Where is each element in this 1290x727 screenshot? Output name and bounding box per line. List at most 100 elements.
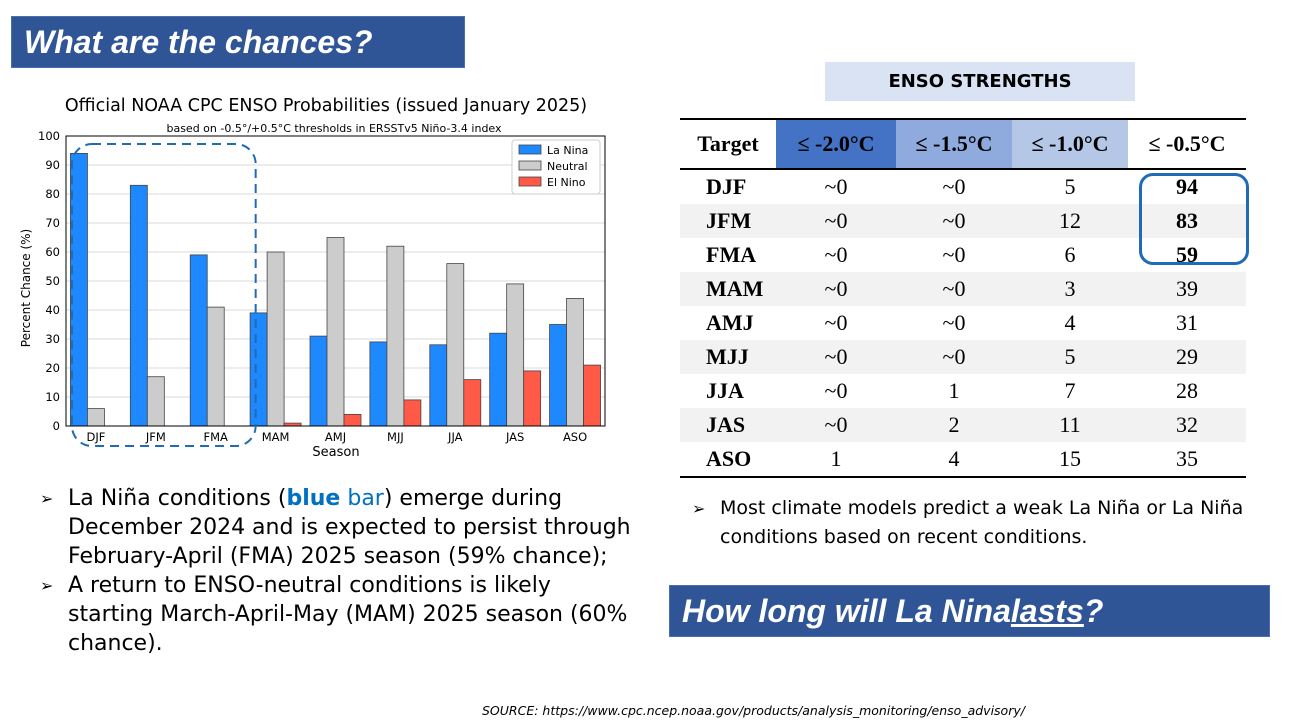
bar-la-nina-mjj	[369, 341, 388, 427]
x-tick-label: JAS	[505, 430, 524, 444]
value-cell: ~0	[824, 310, 848, 335]
table-body: DJF ~0 ~0 5 94 JFM ~0 ~0 12 83 FMA ~0 ~0 6 59 MAM ~0 ~0 3 3…	[680, 169, 1246, 478]
plot-frame	[65, 135, 606, 427]
bar-la-nina-mam	[249, 312, 268, 427]
bar-neutral-amj	[326, 237, 345, 427]
value-cell: ~0	[824, 242, 848, 267]
bar-neutral-aso	[566, 297, 584, 427]
arrowhead-bullet-icon: ➢	[692, 499, 706, 518]
table-row: MJJ ~0 ~0 5 29	[680, 340, 1246, 374]
legend-swatch	[518, 144, 542, 155]
value-cell: ~0	[942, 242, 966, 267]
value-cell: ~0	[776, 340, 896, 374]
value-cell: 1	[948, 378, 960, 403]
bar-el-nino-jja	[463, 379, 482, 427]
value-cell: 5	[1012, 340, 1128, 374]
chart-subtitle: based on -0.5°/+0.5°C thresholds in ERSS…	[166, 122, 502, 135]
x-tick-label: DJF	[87, 430, 106, 444]
question-mark: ?	[1083, 592, 1104, 629]
value-cell: 6	[1064, 242, 1076, 267]
bullet-text: Most climate models predict a weak La Ni…	[720, 497, 1244, 548]
y-axis-label: Percent Chance (%)	[19, 229, 33, 347]
value-cell: 1	[776, 442, 896, 478]
bar-el-nino-mjj	[403, 399, 422, 427]
y-tick-label: 40	[45, 303, 60, 317]
left-bullet-list: ➢ La Niña conditions (blue bar) emerge d…	[40, 484, 640, 658]
bar-el-nino-jas	[523, 370, 542, 427]
value-cell: 39	[1128, 272, 1246, 306]
value-cell: 5	[1064, 174, 1076, 199]
y-tick-label: 50	[45, 274, 60, 288]
table-row: AMJ ~0 ~0 4 31	[680, 306, 1246, 340]
season-cell: AMJ	[706, 310, 754, 335]
table-row: JAS ~0 2 11 32	[680, 408, 1246, 442]
column-header: ≤ -1.0°C	[1012, 118, 1128, 170]
bar-neutral-jas	[506, 283, 525, 427]
bar-la-nina-fma	[189, 254, 208, 427]
bar-la-nina-jas	[489, 332, 508, 427]
y-tick-label: 0	[53, 419, 60, 433]
bar-la-nina-aso	[549, 324, 567, 427]
column-header: Target	[680, 118, 776, 170]
highlight-box	[71, 143, 257, 447]
y-tick-label: 90	[45, 158, 60, 172]
value-cell: 35	[1128, 442, 1246, 478]
bar-neutral-mjj	[386, 245, 405, 427]
column-header: ≤ -1.5°C	[896, 118, 1012, 170]
value-cell: ~0	[896, 272, 1012, 306]
value-cell: ~0	[824, 174, 848, 199]
question-underlined: lasts	[1010, 592, 1084, 629]
x-tick-label: AMJ	[325, 430, 346, 444]
value-cell: ~0	[896, 340, 1012, 374]
bar-neutral-djf	[87, 408, 105, 427]
bullet-neutral: ➢ A return to ENSO-neutral conditions is…	[40, 571, 640, 658]
table-row: MAM ~0 ~0 3 39	[680, 272, 1246, 306]
arrowhead-bullet-icon: ➢	[40, 576, 54, 595]
value-cell: ~0	[776, 272, 896, 306]
plot-area: 0 10 20 30 40 50 60 70 80 90 100 DJF JFM FMA MAM AMJ MJJ…	[38, 129, 606, 444]
y-tick-label: 20	[45, 361, 60, 375]
question-text: How long will La Nina	[682, 592, 1011, 629]
enso-strengths-header: ENSO STRENGTHS	[825, 62, 1135, 101]
value-cell: 3	[1012, 272, 1128, 306]
table-header-row: Target ≤ -2.0°C ≤ -1.5°C ≤ -1.0°C ≤ -0.5°C	[680, 118, 1246, 170]
table-row: ASO 1 4 15 35	[680, 442, 1246, 478]
bullet-la-nina: ➢ La Niña conditions (blue bar) emerge d…	[40, 484, 640, 571]
bar-neutral-mam	[266, 251, 285, 427]
bar-el-nino-aso	[583, 364, 601, 427]
bar-la-nina-jfm	[129, 184, 148, 427]
question-banner: How long will La Nina lasts?	[669, 585, 1270, 637]
season-cell: JJA	[706, 378, 744, 403]
legend-swatch	[518, 176, 542, 187]
y-tick-label: 30	[45, 332, 60, 346]
enso-strengths-title: ENSO STRENGTHS	[888, 71, 1072, 92]
season-cell: DJF	[706, 174, 747, 199]
bullet-text: ) emerge during December 2024 and is exp…	[68, 486, 631, 569]
legend-label: Neutral	[547, 160, 588, 173]
bar-la-nina-amj	[309, 335, 328, 427]
value-cell: 59	[1176, 242, 1198, 267]
right-bullet-list: ➢ Most climate models predict a weak La …	[692, 494, 1252, 552]
value-cell: ~0	[776, 204, 896, 238]
table-row: FMA ~0 ~0 6 59	[680, 238, 1246, 272]
table-row: JJA ~0 1 7 28	[680, 374, 1246, 408]
value-cell: ~0	[896, 204, 1012, 238]
x-tick-label: FMA	[204, 430, 229, 444]
bullet-text: A return to ENSO-neutral conditions is l…	[68, 573, 628, 656]
title-banner: What are the chances?	[11, 16, 465, 68]
x-tick-label: MJJ	[387, 430, 404, 444]
y-tick-label: 70	[45, 216, 60, 230]
value-cell: ~0	[942, 310, 966, 335]
x-tick-label: JFM	[145, 430, 166, 444]
bar-neutral-fma	[206, 306, 225, 427]
season-cell: JAS	[680, 408, 776, 442]
column-header: ≤ -2.0°C	[776, 118, 896, 170]
value-cell: 28	[1176, 378, 1198, 403]
y-tick-label: 10	[45, 390, 60, 404]
season-cell: MJJ	[680, 340, 776, 374]
bar-word: bar	[340, 486, 384, 511]
y-tick-label: 100	[38, 129, 60, 143]
season-cell: FMA	[706, 242, 757, 267]
bar-neutral-jja	[446, 263, 465, 427]
table-row: DJF ~0 ~0 5 94	[680, 169, 1246, 204]
